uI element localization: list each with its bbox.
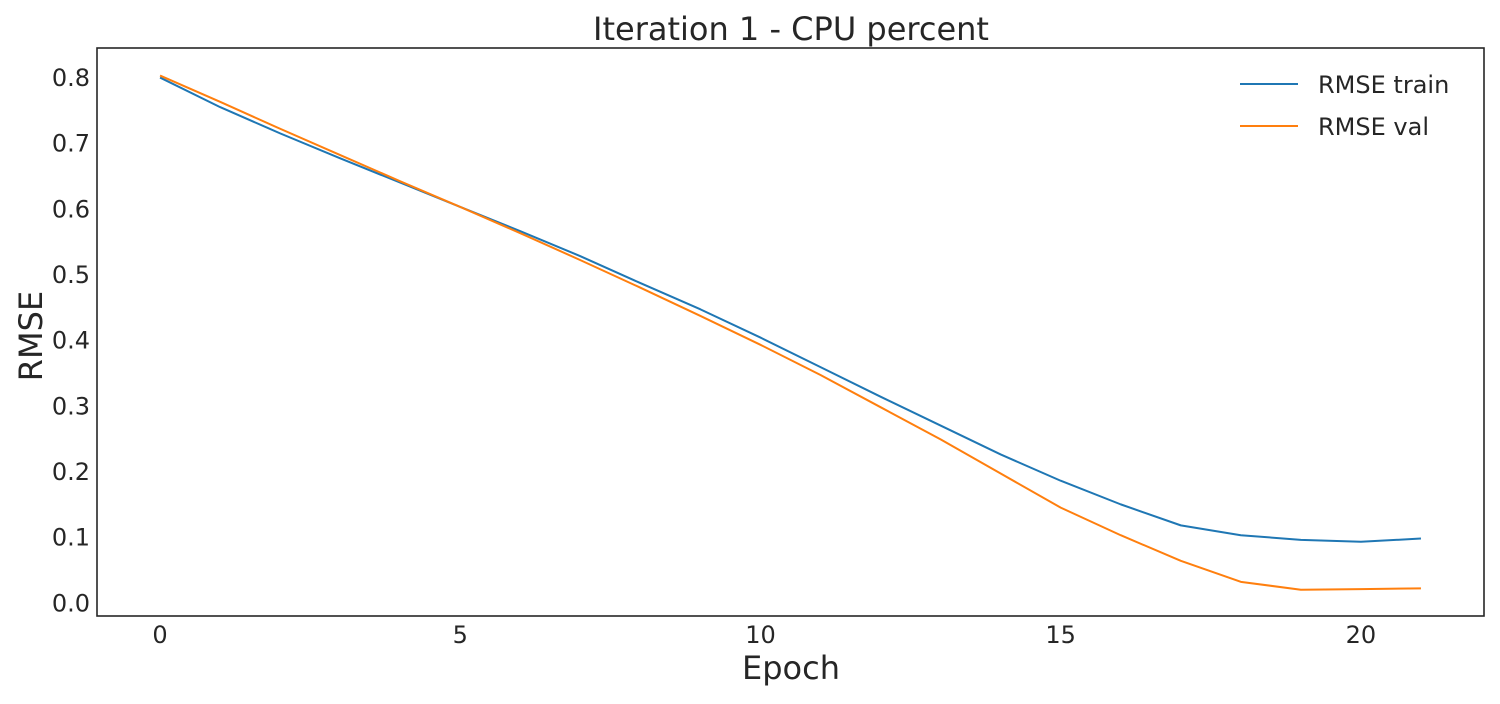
- y-tick-label: 0.1: [52, 524, 90, 552]
- series-line-1: [159, 76, 1422, 543]
- y-tick-label: 0.0: [52, 589, 90, 617]
- y-tick-label: 0.3: [52, 392, 90, 420]
- x-tick-label: 20: [1346, 621, 1377, 649]
- legend-label-2: RMSE val: [1318, 113, 1429, 141]
- x-tick-label: 0: [152, 621, 167, 649]
- y-tick-label: 0.7: [52, 130, 90, 158]
- y-tick-label: 0.6: [52, 195, 90, 223]
- x-tick-label: 5: [453, 621, 468, 649]
- x-tick-label: 15: [1045, 621, 1076, 649]
- plot-area: 0 5 10 15 20 0.0 0.1 0.2 0.3 0.4 0.5 0.6 0.7 0.8: [52, 47, 1485, 649]
- y-tick-label: 0.4: [52, 327, 90, 355]
- legend-label-1: RMSE train: [1318, 71, 1449, 99]
- series-line-2: [159, 74, 1421, 591]
- x-axis-label: Epoch: [742, 649, 840, 687]
- x-tick-label: 10: [745, 621, 776, 649]
- y-tick-label: 0.2: [52, 458, 90, 486]
- legend: RMSE train RMSE val: [1240, 71, 1449, 141]
- y-tick-label: 0.5: [52, 261, 90, 289]
- plot-frame: [96, 47, 1485, 617]
- chart-title: Iteration 1 - CPU percent: [593, 10, 989, 48]
- y-axis-label: RMSE: [12, 291, 50, 381]
- y-tick-label: 0.8: [52, 64, 90, 92]
